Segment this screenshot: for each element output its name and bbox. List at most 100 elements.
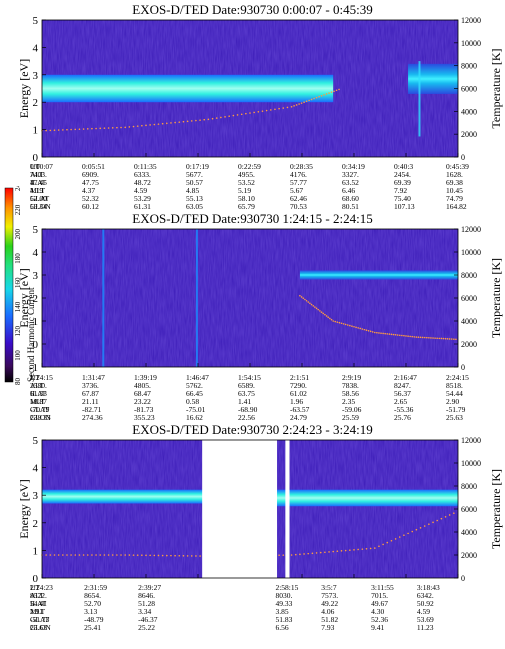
temperature-point	[444, 516, 447, 518]
ephemeris-table-2: UT 1:24:15 1:31:47 1:39:19 1:46:47 1:54:15 2:1…	[30, 374, 500, 424]
ephemeris-value: 25.59	[342, 413, 359, 422]
y2-axis-label: Temperature [K]	[489, 469, 503, 549]
ephemeris-value: -59.06	[342, 405, 362, 414]
ephemeris-value: 60.12	[82, 202, 99, 211]
temperature-point	[440, 337, 443, 340]
temperature-point	[430, 337, 432, 339]
temperature-point	[328, 92, 330, 94]
y-tick-label: 3	[33, 270, 39, 282]
temperature-point	[236, 114, 239, 116]
y-tick-label: 0	[33, 152, 39, 164]
temperature-point	[353, 549, 355, 551]
temperature-point	[124, 554, 126, 556]
ephemeris-value: 24.79	[290, 413, 307, 422]
temperature-point	[103, 127, 106, 129]
temperature-point	[419, 336, 422, 339]
temperature-point	[274, 108, 276, 111]
temperature-point	[45, 554, 47, 556]
spectrogram-panel-1: 0 1 2 3 4 5 0 2000 4000 6000 8000 10000 12000 Energy …	[17, 15, 503, 164]
temperature-point	[70, 128, 72, 131]
temperature-point	[442, 337, 445, 340]
temperature-point	[145, 124, 147, 127]
y2-tick-label: 4000	[461, 107, 477, 116]
ephemeris-value: 52.70	[84, 599, 101, 608]
ephemeris-value: 3.85	[275, 607, 289, 616]
ephemeris-value: 2.91	[30, 607, 44, 616]
temperature-point	[403, 534, 405, 537]
temperature-point	[182, 555, 185, 557]
y-tick-label: 5	[33, 15, 39, 27]
ephemeris-value: 0:34:19	[342, 162, 365, 171]
ephemeris-value: 51.28	[138, 599, 156, 608]
temperature-point	[336, 321, 339, 323]
temperature-point	[363, 328, 366, 331]
ephemeris-value: -63.57	[290, 405, 310, 414]
ephemeris-row-label: ILAT	[30, 389, 47, 398]
temperature-point	[407, 335, 409, 337]
colorbar-tick-label: 180	[14, 253, 22, 264]
ephemeris-value: 7.92	[394, 186, 408, 195]
temperature-point	[448, 338, 451, 340]
temperature-point	[419, 527, 422, 529]
temperature-point	[423, 525, 426, 527]
temperature-point	[305, 100, 308, 103]
temperature-point	[386, 333, 389, 335]
temperature-point	[199, 119, 201, 121]
ephemeris-value: 8518.	[446, 381, 463, 390]
ephemeris-value: 2:31:59	[84, 583, 107, 592]
temperature-point	[440, 517, 443, 520]
temperature-point	[304, 298, 306, 301]
temperature-point	[182, 120, 185, 123]
temperature-point	[398, 536, 401, 538]
data-gap	[202, 439, 278, 579]
ephemeris-row-label: MLT	[30, 186, 46, 195]
ephemeris-value: 10.45	[446, 186, 463, 195]
temperature-point	[82, 554, 85, 556]
temperature-point	[444, 337, 447, 340]
temperature-point	[382, 332, 384, 335]
temperature-point	[353, 325, 355, 328]
y2-axis-label: Temperature [K]	[489, 48, 503, 128]
ephemeris-value: -82.71	[82, 405, 102, 414]
temperature-point	[369, 547, 372, 550]
ephemeris-value: 1:54:15	[238, 373, 261, 382]
colorbar-tick-label: 80	[14, 378, 22, 386]
noise-streak	[195, 229, 198, 367]
ephemeris-value: 4176.	[290, 170, 307, 179]
temperature-point	[335, 89, 338, 92]
data-gap	[285, 439, 290, 579]
ephemeris-value: -48.79	[84, 615, 104, 624]
temperature-point	[170, 122, 172, 124]
temperature-point	[450, 338, 453, 340]
ephemeris-value: 50.92	[416, 599, 434, 608]
temperature-point	[315, 307, 318, 310]
y-tick-label: 2	[33, 293, 39, 305]
temperature-point	[161, 122, 164, 125]
y-axis-label: Energy [eV]	[17, 479, 31, 538]
ephemeris-value: 2:16:47	[394, 373, 417, 382]
temperature-point	[290, 105, 293, 108]
temperature-point	[91, 554, 93, 556]
ephemeris-value: 5677.	[186, 170, 203, 179]
temperature-point	[207, 118, 210, 121]
temperature-point	[74, 554, 77, 556]
temperature-point	[132, 125, 135, 128]
ephemeris-value: 58.10	[238, 194, 255, 203]
ephemeris-value: 1.96	[290, 397, 304, 406]
temperature-point	[428, 523, 430, 525]
ephemeris-value: 25.76	[394, 413, 411, 422]
ephemeris-row-label: ILAT	[30, 178, 47, 187]
temperature-point	[107, 554, 110, 556]
temperature-point	[282, 554, 285, 556]
temperature-point	[174, 554, 176, 557]
ephemeris-value: 2.35	[342, 397, 356, 406]
temperature-point	[186, 555, 189, 557]
temperature-point	[411, 530, 414, 533]
ephemeris-value: 61.31	[134, 202, 151, 211]
temperature-point	[298, 103, 300, 105]
temperature-point	[369, 330, 372, 333]
energy-band-2	[408, 63, 458, 94]
ephemeris-value: 4.85	[186, 186, 200, 195]
temperature-point	[415, 528, 418, 531]
temperature-point	[149, 554, 151, 557]
